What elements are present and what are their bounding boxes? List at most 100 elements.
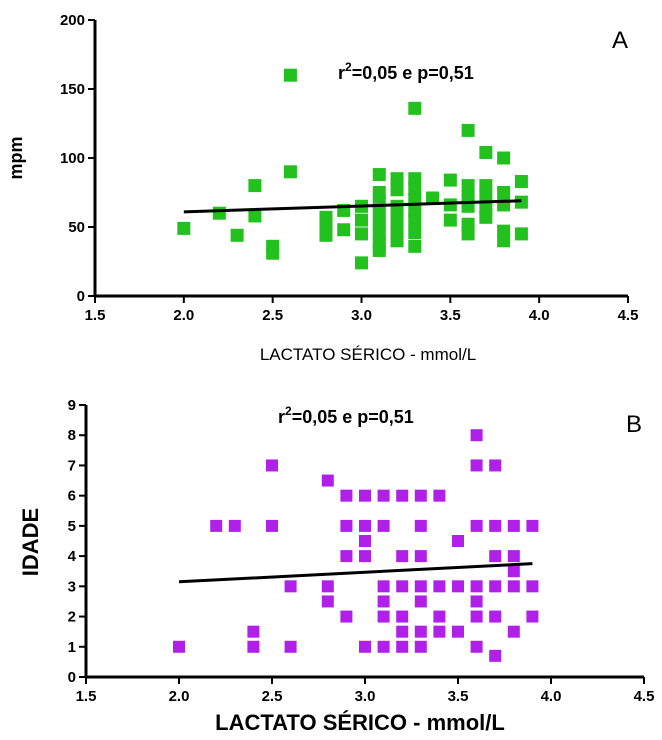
chart-a-data-point — [248, 209, 262, 223]
chart-a-x-tick-label: 4.0 — [529, 307, 550, 324]
chart-b-data-point — [489, 519, 502, 532]
chart-a-y-tick-label: 100 — [60, 150, 85, 167]
chart-b-data-point — [247, 625, 260, 638]
chart-a-data-point — [337, 223, 351, 237]
chart-b-data-point — [507, 565, 520, 578]
chart-a-data-point — [514, 174, 528, 188]
chart-b-data-point — [470, 519, 483, 532]
chart-b-data-point — [228, 519, 241, 532]
chart-a-data-point — [479, 179, 493, 193]
chart-a-y-tick-label: 0 — [77, 288, 85, 305]
chart-a-y-tick-label: 200 — [60, 12, 85, 29]
chart-a-data-point — [266, 246, 280, 260]
chart-b-data-point — [377, 595, 390, 608]
chart-a-data-point — [408, 213, 422, 227]
chart-a-regression-line — [183, 199, 522, 214]
chart-b-data-point — [396, 489, 409, 502]
chart-b-x-tick-label: 1.5 — [76, 688, 97, 705]
chart-a-y-tick-label: 150 — [60, 81, 85, 98]
chart-a-data-point — [355, 227, 368, 241]
chart-a-data-point — [443, 198, 457, 212]
chart-b-data-point — [489, 649, 502, 662]
chart-a-points — [177, 68, 528, 270]
chart-b-data-point — [470, 429, 483, 442]
chart-b-annotation-r: r — [278, 407, 285, 427]
chart-b-data-point — [396, 550, 409, 563]
chart-a-data-point — [390, 234, 404, 248]
chart-a-y-tick-label: 50 — [68, 219, 85, 236]
chart-b: 0 1 2 3 4 5 6 7 8 9 1.5 2.0 2.5 3.0 3.5 4.0 4.5 IDADE L… — [18, 397, 654, 735]
chart-b-y-tick-label: 9 — [68, 397, 76, 414]
chart-b-data-point — [452, 580, 464, 593]
chart-b-data-point — [359, 519, 371, 532]
chart-b-data-point — [414, 550, 427, 563]
chart-b-annotation-rest: =0,05 e p=0,51 — [292, 407, 414, 427]
chart-b-x-tick-label: 3.0 — [355, 688, 376, 705]
chart-a-panel-label: A — [612, 27, 628, 54]
chart-b-data-point — [284, 580, 297, 593]
chart-a-x-tick-label: 3.5 — [440, 307, 461, 324]
chart-b-data-point — [526, 519, 539, 532]
chart-a-data-point — [372, 206, 386, 220]
chart-a-annotation-r: r — [338, 63, 345, 83]
chart-a-data-point — [479, 145, 493, 159]
chart-b-data-point — [489, 580, 502, 593]
chart-a-data-point — [408, 181, 422, 195]
chart-a-data-point — [497, 186, 511, 199]
chart-b-data-point — [359, 550, 371, 563]
chart-a-data-point — [390, 210, 404, 224]
chart-b-y-tick-label: 8 — [68, 427, 76, 444]
chart-b-y-tick-label: 5 — [68, 518, 76, 535]
chart-a-y-ticks: 0 50 100 150 200 — [60, 12, 95, 305]
chart-b-data-point — [452, 625, 464, 638]
chart-b-data-point — [470, 595, 483, 608]
chart-a-y-axis-label: mpm — [6, 136, 26, 179]
chart-a-x-tick-label: 1.5 — [85, 307, 106, 324]
chart-a-data-point — [283, 68, 297, 82]
chart-b-data-point — [210, 519, 223, 532]
chart-b-data-point — [377, 489, 390, 502]
chart-b-regression-line — [178, 562, 533, 584]
chart-a-data-point — [319, 228, 333, 242]
chart-a-data-point — [212, 206, 226, 220]
chart-b-x-tick-label: 4.5 — [634, 688, 655, 705]
chart-b-data-point — [470, 580, 483, 593]
chart-b-data-point — [507, 580, 520, 593]
chart-b-x-axis-label: LACTATO SÉRICO - mmol/L — [215, 710, 505, 735]
chart-b-y-tick-label: 4 — [68, 548, 77, 565]
chart-b-data-point — [266, 519, 278, 532]
chart-b-data-point — [433, 489, 446, 502]
chart-a-data-point — [390, 223, 404, 237]
chart-b-annotation-sup: 2 — [285, 404, 292, 418]
chart-b-data-point — [396, 610, 409, 623]
chart-a-data-point — [283, 165, 297, 179]
chart-b-data-point — [321, 474, 334, 487]
chart-b-y-tick-label: 3 — [68, 578, 76, 595]
chart-b-data-point — [396, 625, 409, 638]
chart-b-data-point — [321, 580, 334, 593]
chart-a-x-ticks: 1.5 2.0 2.5 3.0 3.5 4.0 4.5 — [85, 296, 638, 324]
chart-a-data-point — [443, 213, 457, 227]
chart-b-data-point — [414, 625, 427, 638]
chart-b-y-tick-label: 7 — [68, 457, 76, 474]
chart-a-data-point — [443, 173, 457, 187]
chart-b-data-point — [470, 459, 483, 472]
chart-b-data-point — [414, 489, 427, 502]
chart-b-x-tick-label: 4.0 — [541, 688, 562, 705]
chart-b-data-point — [507, 550, 520, 563]
chart-b-y-tick-label: 2 — [68, 609, 76, 626]
chart-b-data-point — [414, 580, 427, 593]
chart-a-data-point — [461, 123, 475, 137]
chart-b-data-point — [396, 640, 409, 653]
chart-b-data-point — [284, 640, 297, 653]
chart-b-data-point — [489, 550, 502, 563]
chart-b-y-ticks: 0 1 2 3 4 5 6 7 8 9 — [68, 397, 86, 686]
chart-a-data-point — [408, 101, 422, 115]
chart-b-data-point — [173, 640, 185, 653]
chart-b-data-point — [526, 610, 539, 623]
chart-b-x-tick-label: 2.0 — [169, 688, 190, 705]
chart-a-x-tick-label: 2.0 — [173, 307, 194, 324]
chart-a-x-axis-label: LACTATO SÉRICO - mmol/L — [260, 345, 476, 364]
chart-b-data-point — [489, 459, 502, 472]
